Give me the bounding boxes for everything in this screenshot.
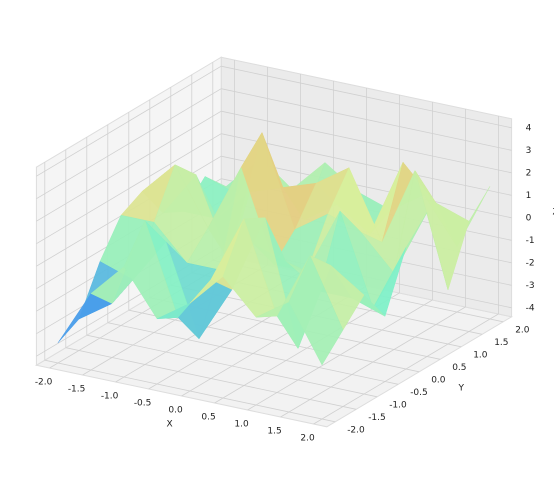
grid-line — [221, 65, 512, 129]
z-tick-label: -3 — [526, 281, 535, 291]
z-tick-label: -4 — [526, 303, 535, 313]
x-tick-label: 0.0 — [168, 406, 183, 416]
grid-line — [221, 133, 512, 196]
z-tick-label: -1 — [526, 236, 535, 246]
grid-line — [128, 309, 420, 373]
z-tick-label: 1 — [526, 191, 532, 201]
y-tick-label: -2.0 — [347, 425, 365, 435]
x-tick-label: -1.0 — [101, 392, 119, 402]
x-tick-label: -2.0 — [35, 378, 53, 388]
y-tick-label: -1.0 — [389, 400, 407, 410]
x-tick-label: -1.5 — [68, 385, 86, 395]
surface-patch — [288, 254, 344, 366]
z-tick-label: 4 — [526, 123, 532, 133]
y-tick-label: -0.5 — [410, 388, 428, 398]
z-tick-label: 2 — [526, 168, 532, 178]
x-tick-label: 0.5 — [201, 413, 215, 423]
x-tick-label: 2.0 — [300, 434, 315, 444]
x-tick-label: 1.5 — [267, 427, 281, 437]
x-tick-label: -0.5 — [134, 399, 152, 409]
y-tick-label: 0.5 — [452, 363, 466, 373]
x-axis-label: X — [167, 420, 173, 430]
z-tick-label: 0 — [526, 213, 532, 223]
grid-line — [221, 88, 512, 151]
grid-line — [86, 334, 378, 398]
y-tick-label: 2.0 — [515, 325, 530, 335]
y-tick-label: -1.5 — [368, 413, 386, 423]
y-tick-label: 1.0 — [473, 350, 488, 360]
grid-line — [36, 88, 222, 200]
grid-line — [221, 110, 512, 174]
grid-line — [65, 347, 357, 410]
z-axis-label: Z — [553, 207, 554, 217]
grid-line — [36, 65, 222, 177]
grid-line — [36, 110, 222, 222]
y-axis-label: Y — [457, 383, 464, 393]
y-tick-label: 1.5 — [494, 338, 508, 348]
grid-line — [107, 322, 399, 385]
z-tick-label: 3 — [526, 146, 532, 156]
x-tick-label: 1.0 — [234, 420, 249, 430]
grid-line — [44, 359, 336, 423]
z-tick-label: -2 — [526, 258, 535, 268]
grid-line — [36, 133, 222, 245]
y-tick-label: 0.0 — [431, 375, 446, 385]
